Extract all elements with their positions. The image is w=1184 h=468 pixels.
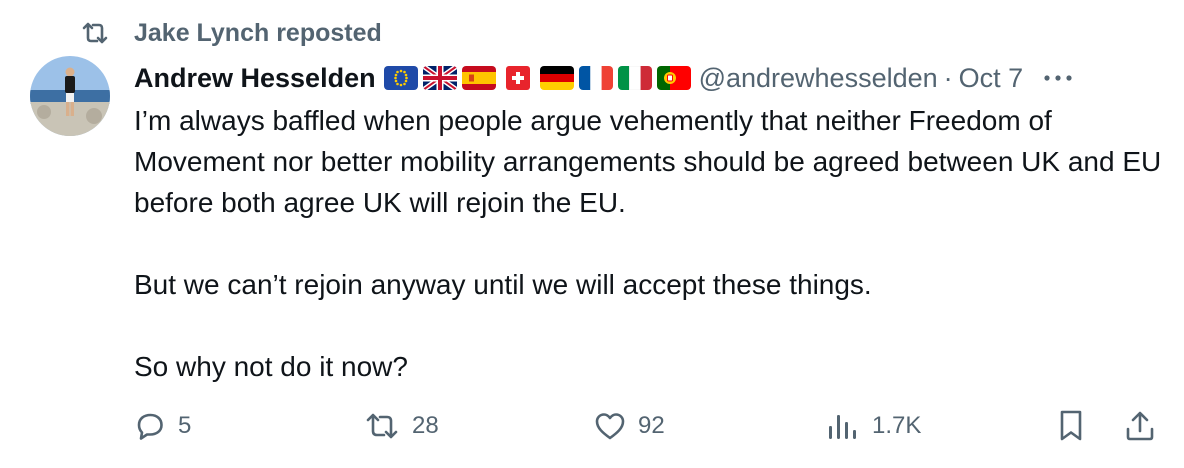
like-button[interactable]: 92 xyxy=(594,404,665,448)
post-date[interactable]: Oct 7 xyxy=(958,62,1024,93)
author-handle[interactable]: @andrewhesselden xyxy=(698,62,938,93)
repost-context[interactable]: Jake Lynch reposted xyxy=(80,16,382,50)
share-icon xyxy=(1126,411,1154,441)
reply-icon xyxy=(137,413,163,440)
repost-icon xyxy=(366,413,398,439)
switzerland-flag-icon xyxy=(505,66,530,90)
spain-flag-icon xyxy=(461,66,496,90)
repost-count: 28 xyxy=(412,412,439,439)
italy-flag-icon xyxy=(617,66,652,90)
repost-button[interactable]: 28 xyxy=(364,404,439,448)
separator-dot: · xyxy=(943,62,953,93)
more-options-icon[interactable] xyxy=(1043,74,1073,82)
reply-count: 5 xyxy=(178,412,192,439)
tweet-text: I’m always baffled when people argue veh… xyxy=(134,105,1162,382)
portugal-flag-icon xyxy=(656,66,691,90)
reply-button[interactable]: 5 xyxy=(134,404,191,448)
bookmark-button[interactable] xyxy=(1056,404,1098,448)
view-count: 1.7K xyxy=(872,412,922,439)
heart-icon xyxy=(595,413,625,440)
germany-flag-icon xyxy=(539,66,574,90)
eu-flag-icon xyxy=(383,66,418,90)
avatar-photo xyxy=(30,56,110,136)
avatar[interactable] xyxy=(30,56,110,136)
flag-emojis xyxy=(383,66,691,90)
like-count: 92 xyxy=(638,412,665,439)
views-button[interactable]: 1.7K xyxy=(826,404,921,448)
bookmark-icon xyxy=(1060,410,1082,441)
repost-icon xyxy=(82,22,108,44)
france-flag-icon xyxy=(578,66,613,90)
share-button[interactable] xyxy=(1124,404,1168,448)
tweet-actions: 5 28 92 1.7K xyxy=(134,404,1164,448)
author-name[interactable]: Andrew Hesselden xyxy=(134,62,376,93)
analytics-icon xyxy=(829,415,856,439)
uk-flag-icon xyxy=(422,66,457,90)
repost-label: Jake Lynch reposted xyxy=(134,18,382,47)
